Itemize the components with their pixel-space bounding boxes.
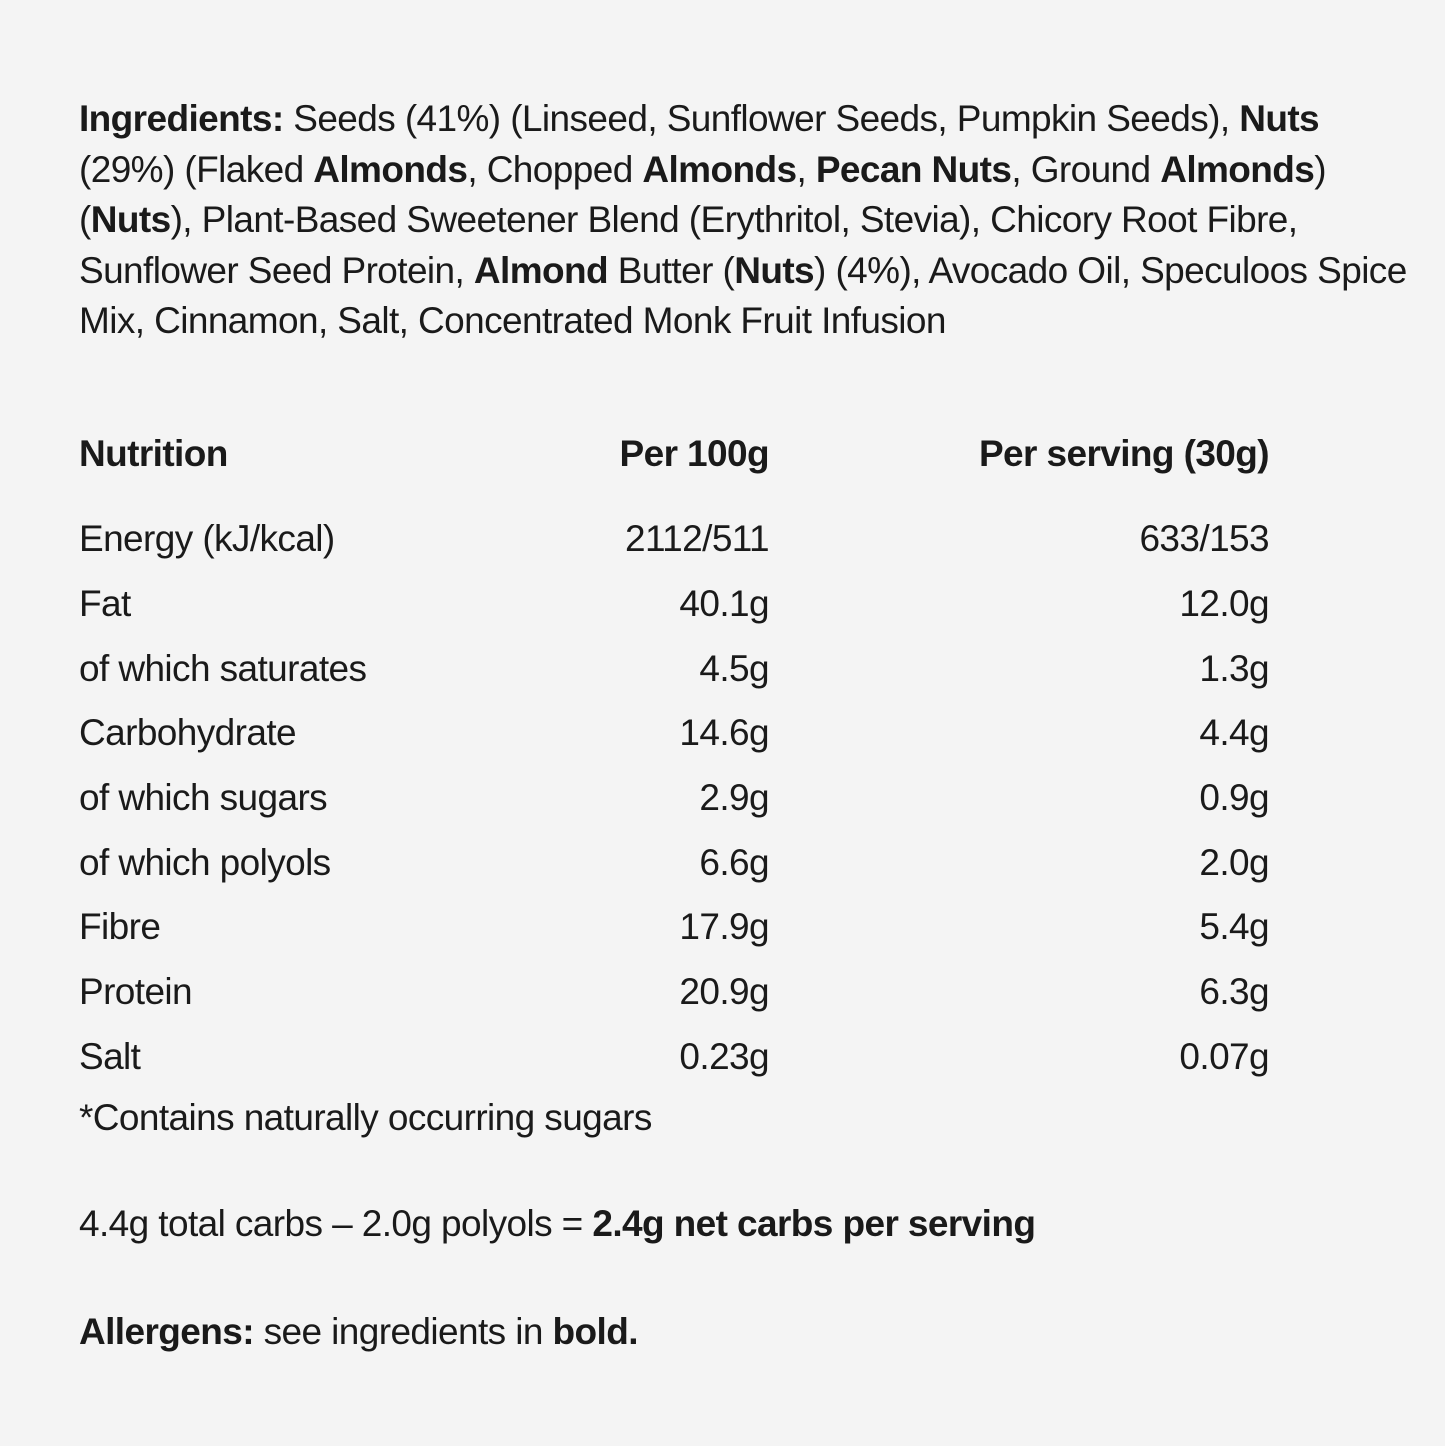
table-row: Energy (kJ/kcal) 2112/511 633/153 (79, 507, 1270, 572)
value-per-100g: 0.23g (679, 1035, 769, 1077)
nutrient-name: Carbohydrate (79, 712, 297, 754)
table-row: of which saturates 4.5g 1.3g (79, 636, 1270, 701)
table-row: of which sugars 2.9g 0.9g (79, 766, 1270, 831)
ingredient-text-segment: , (796, 148, 816, 190)
value-per-serving: 633/153 (1139, 518, 1269, 560)
allergen-ingredient: Almonds (642, 148, 797, 190)
sugars-footnote: *Contains naturally occurring sugars (79, 1097, 652, 1138)
ingredient-text-segment: Butter ( (608, 249, 735, 291)
net-carbs-calculation: 4.4g total carbs – 2.0g polyols = (79, 1203, 593, 1244)
header-per-100g: Per 100g (619, 433, 770, 474)
value-per-100g: 40.1g (679, 583, 769, 625)
table-row: Carbohydrate 14.6g 4.4g (79, 701, 1270, 766)
value-per-100g: 4.5g (699, 647, 769, 689)
net-carbs-line: 4.4g total carbs – 2.0g polyols = 2.4g n… (79, 1199, 1036, 1249)
allergen-ingredient: Almonds (1160, 148, 1315, 190)
ingredients-label: Ingredients: (79, 98, 284, 139)
value-per-serving: 12.0g (1179, 583, 1269, 625)
allergen-ingredient: Almonds (313, 148, 468, 190)
ingredient-text-segment: ) (4%), Avocado Oil, Speculoos Spice Mix… (79, 249, 1407, 342)
ingredient-text-segment: Seeds (41%) (Linseed, Sunflower Seeds, P… (293, 98, 1240, 139)
allergen-ingredient: Nuts (734, 249, 815, 291)
nutrition-table: Nutrition Per 100g Per serving (30g) Ene… (79, 423, 1270, 1090)
ingredient-text-segment: (29%) (Flaked (79, 148, 314, 190)
nutrient-name: Fat (79, 583, 131, 625)
allergen-ingredient: Nuts (1239, 98, 1320, 139)
value-per-100g: 6.6g (699, 841, 769, 883)
value-per-serving: 1.3g (1199, 647, 1269, 689)
value-per-100g: 14.6g (679, 712, 769, 754)
allergens-emphasis: bold. (552, 1311, 639, 1352)
header-nutrition: Nutrition (79, 433, 228, 474)
nutrient-name: of which saturates (79, 647, 367, 689)
allergens-label: Allergens: (79, 1311, 255, 1352)
value-per-100g: 20.9g (679, 971, 769, 1013)
value-per-serving: 4.4g (1199, 712, 1269, 754)
ingredient-text-segment: , Chopped (467, 148, 643, 190)
value-per-serving: 2.0g (1199, 841, 1269, 883)
allergen-ingredient: Nuts (90, 199, 171, 240)
table-row: Protein 20.9g 6.3g (79, 960, 1270, 1025)
nutrient-name: of which polyols (79, 841, 331, 883)
nutrient-name: of which sugars (79, 777, 328, 819)
ingredients-paragraph: Ingredients: Seeds (41%) (Linseed, Sunfl… (79, 94, 1419, 347)
value-per-100g: 2.9g (699, 777, 769, 819)
nutrition-header-row: Nutrition Per 100g Per serving (30g) (79, 423, 1270, 485)
allergens-text: see ingredients in (253, 1311, 553, 1352)
value-per-100g: 2112/511 (624, 518, 770, 560)
value-per-serving: 0.9g (1199, 777, 1269, 819)
nutrient-name: Energy (kJ/kcal) (79, 518, 335, 560)
table-row: Fat 40.1g 12.0g (79, 572, 1270, 637)
allergens-line: Allergens: see ingredients in bold. (79, 1307, 639, 1357)
ingredient-text-segment: ) ( (79, 148, 1327, 241)
allergen-ingredient: Almond (473, 249, 609, 291)
value-per-serving: 0.07g (1179, 1035, 1269, 1077)
value-per-100g: 17.9g (679, 906, 769, 948)
net-carbs-result: 2.4g net carbs per serving (592, 1203, 1036, 1244)
allergen-ingredient: Pecan Nuts (815, 148, 1012, 190)
value-per-serving: 5.4g (1199, 906, 1269, 948)
header-per-serving: Per serving (30g) (978, 433, 1270, 474)
nutrient-name: Protein (79, 971, 193, 1013)
nutrient-name: Salt (79, 1035, 141, 1077)
ingredient-text-segment: ), Plant-Based Sweetener Blend (Erythrit… (79, 199, 1298, 291)
value-per-serving: 6.3g (1199, 971, 1269, 1013)
table-row: Salt 0.23g 0.07g (79, 1025, 1270, 1090)
ingredients-text: Seeds (41%) (Linseed, Sunflower Seeds, P… (79, 98, 1407, 341)
ingredient-text-segment: , Ground (1011, 148, 1161, 190)
table-row: of which polyols 6.6g 2.0g (79, 830, 1270, 895)
table-row: Fibre 17.9g 5.4g (79, 895, 1270, 960)
nutrient-name: Fibre (79, 906, 161, 948)
